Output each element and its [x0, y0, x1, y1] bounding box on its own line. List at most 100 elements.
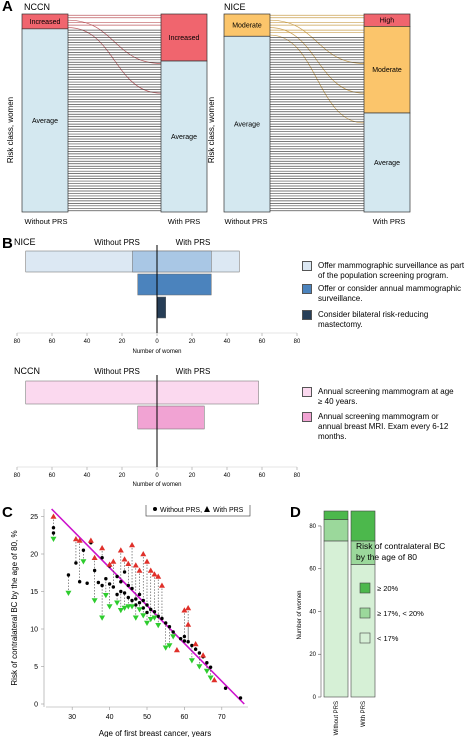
point-with-prs-up [185, 605, 192, 611]
x-tick-label: Without PRS [334, 701, 340, 735]
point-with-prs-up [151, 571, 158, 577]
point-without-prs [119, 589, 123, 594]
legend-nccn-1: Annual screening mammogram or annual bre… [302, 412, 457, 442]
legend-label: Consider bilateral risk-reducing mastect… [318, 310, 429, 329]
point-without-prs [122, 570, 127, 574]
legend-label: < 17% [377, 634, 399, 643]
point-without-prs [164, 621, 168, 625]
scatter-xlabel: Age of first breast cancer, years [99, 729, 212, 737]
stack-segment-average [160, 60, 208, 213]
point-with-prs-down [129, 604, 136, 610]
legend-nccn-0: Annual screening mammogram at age ≥ 40 y… [302, 387, 457, 407]
point-with-prs-down [50, 536, 57, 542]
point-with-prs-down [170, 634, 177, 640]
nice-bars-with-label: With PRS [176, 238, 211, 247]
stacked-bar-chart: 0 20 40 60 80 Without PRS With PRS Number of w… [297, 510, 448, 735]
point-without-prs [178, 637, 183, 641]
point-without-prs [145, 603, 149, 607]
bar-with-prs [156, 273, 212, 296]
point-with-prs-up [185, 621, 192, 627]
scatter-legend-without: Without PRS, [160, 507, 202, 514]
nice-bars-title: NICE [14, 237, 36, 247]
point-with-prs-up [99, 545, 106, 551]
point-without-prs [238, 696, 243, 700]
point-with-prs-up [129, 542, 136, 548]
point-without-prs [122, 591, 127, 595]
stack-legend-title: Risk of contralateral BC by the age of 8… [356, 541, 448, 562]
legend-swatch [359, 632, 371, 644]
bar-with-prs [156, 405, 205, 430]
point-with-prs-up [91, 554, 98, 560]
point-without-prs [104, 577, 108, 581]
point-without-prs [152, 610, 157, 614]
x-tick-label: 30 [68, 714, 76, 721]
legend-label: Offer or consider annual mammographic su… [318, 284, 462, 303]
legend-label: Annual screening mammogram or annual bre… [318, 412, 449, 441]
stack-legend-title-line2: by the age of 80 [356, 552, 417, 562]
point-without-prs [96, 580, 101, 585]
flow-line [269, 34, 365, 124]
x-tick-label: 60 [259, 473, 266, 479]
y-tick-label: 15 [30, 589, 38, 596]
point-without-prs [141, 598, 145, 603]
point-with-prs-up [110, 558, 117, 564]
point-with-prs-up [72, 536, 79, 542]
x-tick-label: 20 [189, 473, 196, 479]
scatter-ylabel: Risk of contralateral BC by the age of 8… [10, 530, 19, 685]
point-with-prs-down [147, 617, 154, 623]
bar-with-prs [156, 296, 166, 319]
stack-label-average: Average [171, 134, 197, 141]
nccn-bars-without-label: Without PRS [94, 367, 140, 376]
point-without-prs [111, 585, 116, 589]
point-with-prs-down [65, 590, 72, 596]
x-tick-label: 80 [14, 473, 21, 479]
point-with-prs-up [76, 537, 83, 543]
legend-swatch [302, 310, 312, 320]
point-with-prs-up [147, 567, 154, 573]
sankey-nice-title: NICE [224, 2, 246, 12]
nccn-bars-xlabel: Number of women [132, 482, 181, 488]
point-without-prs [137, 592, 142, 597]
sankey-chart: NCCN NICE Risk class, women Risk class, … [6, 2, 411, 226]
point-without-prs [100, 583, 104, 588]
point-with-prs-up [173, 647, 180, 653]
x-tick-label: 60 [181, 714, 189, 721]
stack-label-average: Average [32, 118, 58, 125]
point-without-prs [51, 531, 56, 535]
point-without-prs [156, 614, 160, 618]
stack-label-average: Average [234, 122, 260, 129]
x-tick-label: 40 [224, 339, 231, 345]
point-with-prs-up [158, 582, 165, 588]
sankey-nice-xlabel-without: Without PRS [225, 217, 268, 226]
x-tick-label: 0 [155, 473, 159, 479]
legend-nice-1: Offer or consider annual mammographic su… [302, 284, 467, 304]
stack-segment-average [21, 28, 69, 213]
trend-line [51, 508, 245, 705]
stack-label-average: Average [374, 160, 400, 167]
point-with-prs-up [155, 573, 162, 579]
nice-bars-plot: 80 60 40 20 0 20 40 60 80 [14, 245, 300, 345]
x-tick-label: 40 [84, 473, 91, 479]
point-with-prs-up [106, 561, 113, 567]
point-without-prs [190, 643, 194, 648]
sankey-nccn-ylabel: Risk class, women [6, 97, 15, 163]
legend-label: ≥ 17%, < 20% [377, 609, 424, 618]
point-without-prs [223, 686, 228, 690]
point-without-prs [51, 526, 56, 530]
point-with-prs-down [80, 559, 87, 565]
scatter-chart: 30 40 50 60 70 0 5 10 15 20 25 Risk of contralater… [10, 505, 251, 737]
point-without-prs [186, 640, 190, 644]
point-with-prs-down [117, 608, 124, 614]
point-with-prs-up [211, 677, 218, 683]
scatter-legend-box [145, 505, 251, 517]
point-with-prs-down [140, 613, 147, 619]
point-with-prs-down [188, 658, 195, 664]
legend-nice-2: Consider bilateral risk-reducing mastect… [302, 310, 467, 330]
nccn-bars-with-label: With PRS [176, 367, 211, 376]
legend-swatch [302, 412, 312, 422]
stack-plot-area: 0 20 40 60 80 Without PRS With PRS [309, 510, 376, 735]
panel-letter-b: B [2, 235, 13, 252]
point-without-prs [130, 598, 134, 603]
scatter-legend-with: With PRS [213, 507, 244, 514]
y-tick-label: 10 [30, 627, 38, 634]
